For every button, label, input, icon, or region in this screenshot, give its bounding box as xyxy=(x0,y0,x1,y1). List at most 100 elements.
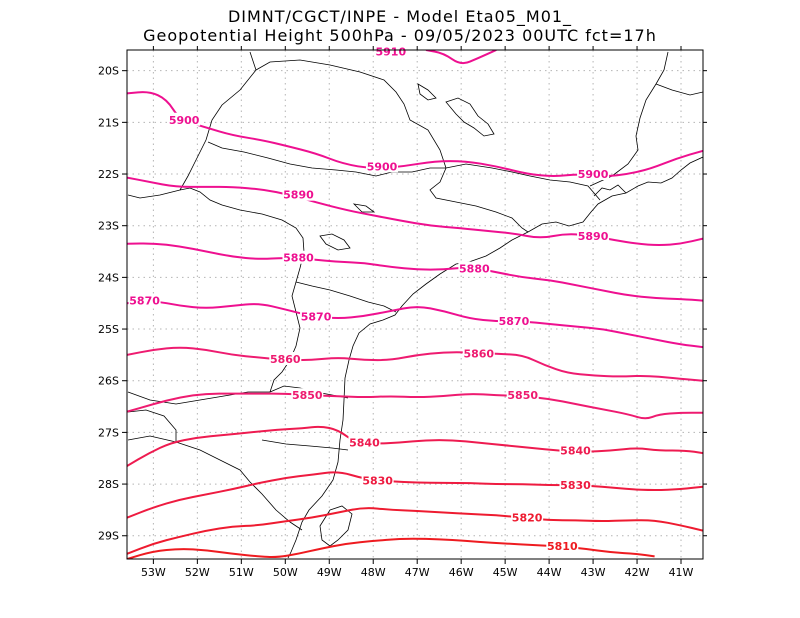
lagoa-dos-patos xyxy=(319,505,353,547)
x-tick-label: 45W xyxy=(493,566,518,579)
contour-label-5870: 5870 xyxy=(301,311,332,324)
contour-label-bg xyxy=(559,478,592,492)
sao-paulo-border xyxy=(207,141,446,177)
contour-label-bg xyxy=(366,159,399,173)
contour-5830 xyxy=(127,471,703,519)
contour-label-5880: 5880 xyxy=(283,252,314,265)
contour-label-5900: 5900 xyxy=(169,114,200,127)
contour-label-bg xyxy=(282,250,315,264)
contour-label-bg xyxy=(361,473,394,487)
misiones-border xyxy=(127,409,177,442)
x-tick-label: 50W xyxy=(273,566,298,579)
sp-rj-border xyxy=(455,201,529,233)
contour-label-bg xyxy=(546,539,579,553)
contour-label-5870: 5870 xyxy=(499,315,530,328)
contour-label-bg xyxy=(577,167,610,181)
x-tick-label: 42W xyxy=(625,566,650,579)
contour-label-bg xyxy=(506,388,539,402)
mato-grosso-border xyxy=(179,51,257,191)
x-tick-label: 46W xyxy=(449,566,474,579)
lake-sp xyxy=(319,233,351,251)
rio-bay-coast xyxy=(593,184,627,197)
contour-label-bg xyxy=(269,352,302,366)
parana-river-border xyxy=(127,187,305,393)
coastline-and-borders xyxy=(127,51,703,559)
contour-label-bg xyxy=(497,313,530,327)
x-axis-ticks: 53W 52W 51W 50W 49W 48W 47W 46W 45W 44W 43W 42W 41W xyxy=(141,46,694,579)
contour-label-bg xyxy=(462,346,495,360)
rs-sc-border xyxy=(261,439,349,451)
x-tick-label: 51W xyxy=(229,566,254,579)
y-tick-label: 24S xyxy=(98,271,119,284)
es-border xyxy=(655,83,703,96)
y-axis-ticks: 20S 21S 22S 23S 24S 25S 26S 27S 28S 29S xyxy=(98,65,707,543)
y-tick-label: 26S xyxy=(98,375,119,388)
x-tick-label: 49W xyxy=(317,566,342,579)
contour-label-bg xyxy=(348,435,381,449)
y-tick-label: 23S xyxy=(98,220,119,233)
contour-5860 xyxy=(127,346,703,382)
contour-labels: 5910 5900 5900 5900 5890 5890 5880 5880 5870 5870… xyxy=(128,44,610,553)
x-tick-label: 48W xyxy=(361,566,386,579)
x-tick-label: 43W xyxy=(581,566,606,579)
contour-5890 xyxy=(127,176,703,246)
atlantic-coastline xyxy=(287,156,703,559)
map-title-line-1: DIMNT/CGCT/INPE - Model Eta05_M01_ xyxy=(227,7,573,26)
contour-5820 xyxy=(127,507,703,555)
contour-label-5850: 5850 xyxy=(292,389,323,402)
contour-label-bg xyxy=(374,44,407,58)
y-tick-label: 22S xyxy=(98,168,119,181)
contour-label-bg xyxy=(128,293,161,307)
contour-5900 xyxy=(127,91,703,177)
contour-label-bg xyxy=(577,229,610,243)
parana-state-border xyxy=(295,281,397,313)
contour-label-5900: 5900 xyxy=(578,168,609,181)
y-tick-label: 29S xyxy=(98,530,119,543)
mg-es-border xyxy=(589,51,669,187)
minas-border-north xyxy=(255,59,457,203)
lake-mg xyxy=(417,83,437,101)
contour-5850 xyxy=(127,392,703,420)
lake-pr xyxy=(352,203,376,213)
contour-label-5900: 5900 xyxy=(367,160,398,173)
contour-label-5810: 5810 xyxy=(547,540,578,553)
contour-label-5820: 5820 xyxy=(512,512,543,525)
contour-label-5860: 5860 xyxy=(270,353,301,366)
contour-label-bg xyxy=(559,443,592,457)
contour-5870 xyxy=(127,300,703,349)
rio-grande-border xyxy=(127,435,303,531)
y-tick-label: 25S xyxy=(98,323,119,336)
contour-label-5830: 5830 xyxy=(560,479,591,492)
contour-label-5870: 5870 xyxy=(129,295,160,308)
argentina-border xyxy=(127,391,270,405)
mg-rj-border xyxy=(445,163,601,201)
contour-label-5840: 5840 xyxy=(349,437,380,450)
contour-label-5890: 5890 xyxy=(578,230,609,243)
x-tick-label: 53W xyxy=(141,566,166,579)
x-tick-label: 47W xyxy=(405,566,430,579)
furnas-reservoir xyxy=(445,97,495,137)
y-tick-label: 27S xyxy=(98,426,119,439)
contour-label-5880: 5880 xyxy=(459,263,490,276)
x-tick-label: 41W xyxy=(669,566,694,579)
contour-label-bg xyxy=(511,510,544,524)
contour-label-5890: 5890 xyxy=(283,189,314,202)
contour-label-5830: 5830 xyxy=(362,474,393,487)
contour-label-5840: 5840 xyxy=(560,444,591,457)
contour-5910 xyxy=(425,50,497,65)
contour-label-bg xyxy=(291,388,324,402)
height-contours xyxy=(127,50,703,559)
y-tick-label: 21S xyxy=(98,116,119,129)
contour-label-5850: 5850 xyxy=(507,389,538,402)
contour-label-5910: 5910 xyxy=(376,46,407,59)
x-tick-label: 44W xyxy=(537,566,562,579)
y-tick-label: 28S xyxy=(98,478,119,491)
contour-label-bg xyxy=(282,187,315,201)
contour-label-5860: 5860 xyxy=(463,347,494,360)
plot-frame xyxy=(126,49,704,560)
contour-label-bg xyxy=(300,309,333,323)
contour-5880 xyxy=(127,242,703,302)
contour-5840 xyxy=(127,425,703,467)
y-tick-label: 20S xyxy=(98,65,119,78)
